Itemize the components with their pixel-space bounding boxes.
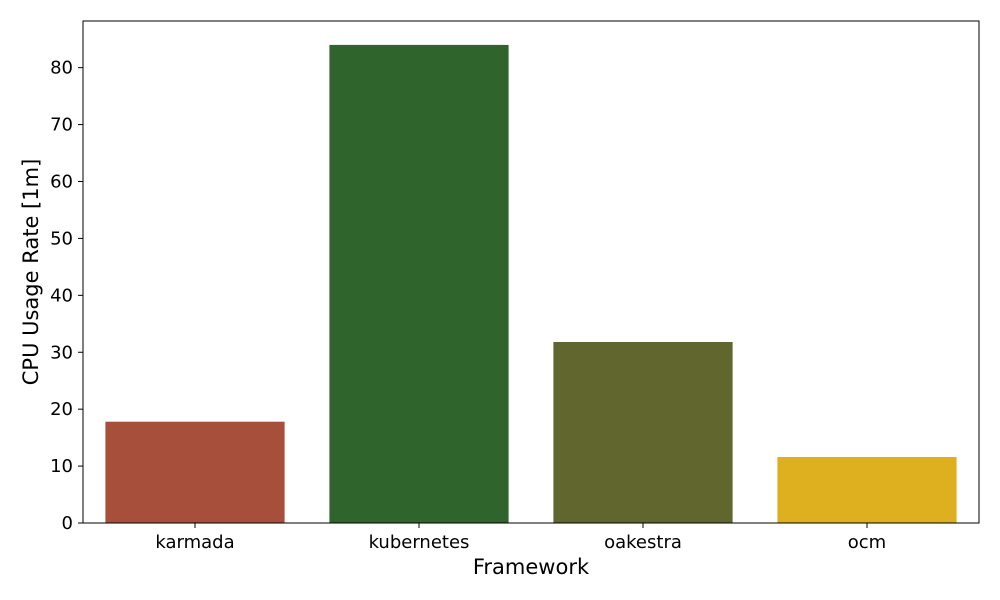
x-axis-ticks: karmada kubernetes oakestra ocm bbox=[155, 523, 886, 553]
plot-frame bbox=[82, 20, 980, 524]
y-tick-label: 70 bbox=[50, 115, 73, 136]
y-tick-label: 40 bbox=[50, 285, 73, 306]
y-tick-label: 20 bbox=[50, 399, 73, 420]
y-axis-label: CPU Usage Rate [1m] bbox=[19, 159, 43, 386]
bar-oakestra bbox=[553, 342, 733, 523]
y-tick-label: 30 bbox=[50, 342, 73, 363]
x-tick-label: kubernetes bbox=[369, 532, 470, 553]
y-tick-label: 50 bbox=[50, 228, 73, 249]
x-tick-label: karmada bbox=[155, 532, 234, 553]
bars-group bbox=[105, 44, 957, 524]
x-axis-label: Framework bbox=[473, 555, 590, 579]
x-tick-label: oakestra bbox=[604, 532, 682, 553]
y-tick-label: 0 bbox=[62, 513, 73, 534]
bar-ocm bbox=[777, 456, 957, 523]
x-tick-label: ocm bbox=[848, 532, 886, 553]
bar-kubernetes bbox=[329, 44, 509, 524]
y-axis-ticks: 0 10 20 30 40 50 60 70 80 bbox=[50, 58, 83, 534]
y-tick-label: 80 bbox=[50, 58, 73, 79]
y-tick-label: 60 bbox=[50, 172, 73, 193]
bar-karmada bbox=[105, 421, 285, 523]
y-tick-label: 10 bbox=[50, 456, 73, 477]
